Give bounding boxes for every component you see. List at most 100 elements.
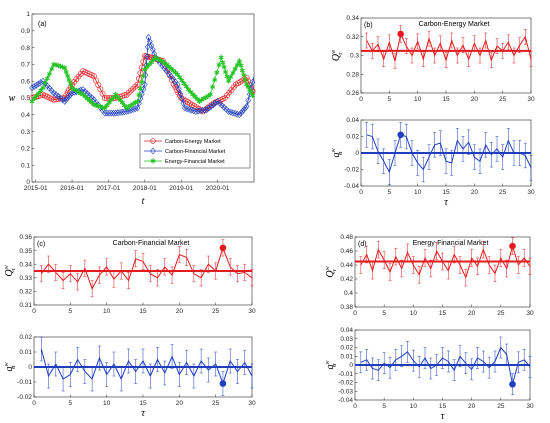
data-point: ✱	[29, 98, 35, 106]
data-point: ✱	[140, 72, 146, 80]
data-point: ✱	[245, 84, 251, 92]
data-point: ✱	[104, 102, 110, 110]
data-point	[195, 107, 201, 115]
panel-d-bot-ytick-label: 0.02	[340, 345, 353, 352]
data-point	[110, 109, 117, 117]
data-point: ✱	[181, 80, 187, 88]
data-point: ✱	[179, 77, 185, 85]
panel-d-bot-xtick-label: 25	[497, 403, 505, 410]
panel-b-bot-ylabel-text: qwτ	[331, 148, 344, 157]
data-point	[112, 109, 119, 117]
panel-c-top-ytick-label: 0.36	[19, 234, 32, 241]
data-point	[106, 109, 112, 117]
data-point: ✱	[166, 63, 172, 71]
data-point	[86, 92, 93, 100]
data-point	[71, 88, 78, 96]
panel-a-ytick-label: 0.2	[21, 146, 30, 153]
panel-d-top-xtick-label: 30	[526, 310, 534, 317]
panel-b-top-xtick-label: 25	[499, 96, 507, 103]
data-point	[128, 87, 134, 94]
panel-c-bot-ytick-label: 0	[28, 364, 32, 371]
data-point: ✱	[148, 59, 154, 67]
panel-d-top-xtick-label: 15	[439, 310, 447, 317]
data-point: ✱	[36, 90, 42, 98]
panel-d-top-ytick-label: 0.46	[340, 248, 353, 255]
panel-b-top-ytick-label: 0.28	[346, 71, 359, 78]
data-point: ✱	[199, 97, 205, 105]
panel-d-top-ytick-label: 0.44	[340, 262, 353, 269]
panel-a-ytick-label: 1	[26, 11, 30, 18]
panel-b-bot-ytick-label: -0.02	[344, 167, 359, 174]
panel-d-top-series	[355, 237, 532, 287]
data-point	[66, 92, 72, 100]
panel-d-top-ytick-label: 0.38	[340, 304, 353, 311]
data-point: ✱	[151, 57, 157, 65]
panel-a-ytick-label: 0	[26, 179, 30, 186]
panel-b-top-ytick-label: 0.32	[346, 34, 359, 41]
panel-c-top-panel-label: (c)	[37, 241, 45, 248]
data-point	[149, 54, 155, 61]
panel-a-ytick-label: 0.9	[21, 28, 30, 35]
data-point: ✱	[170, 67, 176, 75]
panel-d-top-ylabel: Qwτ	[325, 266, 338, 277]
data-point	[245, 96, 251, 104]
panel-d-top-ytick-label: 0.48	[340, 234, 353, 241]
series-line	[40, 348, 253, 386]
data-point	[188, 106, 195, 114]
data-point	[132, 105, 139, 113]
panel-b-top-xtick-label: 15	[442, 96, 450, 103]
data-point	[108, 109, 115, 117]
panel-a-ytick-label: 0.7	[21, 62, 30, 69]
data-point	[67, 91, 74, 99]
legend-marker	[150, 138, 156, 144]
data-point	[249, 78, 256, 86]
legend-label: Carbon-Energy Market	[165, 139, 221, 145]
panel-d-top-ytick-label: 0.42	[340, 276, 353, 283]
panel-d-bot-xtick-label: 5	[382, 403, 386, 410]
data-point: ✱	[89, 99, 95, 107]
data-point: ✱	[220, 59, 226, 67]
data-point	[139, 64, 145, 71]
panel-a-label: (a)	[38, 21, 47, 28]
panel-c-bot-ytick-label: -0.01	[17, 379, 32, 386]
data-point: ✱	[136, 91, 142, 99]
highlight-point	[397, 131, 404, 139]
data-point: ✱	[57, 63, 63, 71]
panel-c-top-ytick-label: 0.35	[19, 248, 32, 255]
panel-b-top-xtick-label: 20	[471, 96, 479, 103]
data-point: ✱	[95, 103, 101, 111]
data-point	[37, 92, 44, 99]
data-point: ✱	[128, 102, 134, 110]
series-line	[40, 246, 253, 290]
panel-a-ylabel: w	[9, 93, 16, 104]
data-point: ✱	[218, 54, 224, 62]
data-point	[179, 95, 185, 103]
data-point	[248, 84, 254, 92]
data-point	[174, 81, 181, 89]
data-point: ✱	[250, 92, 256, 100]
data-point: ✱	[164, 61, 170, 69]
panel-b-bot-xlabel: τ	[444, 197, 448, 208]
data-point	[139, 90, 145, 98]
data-point	[64, 94, 71, 102]
panel-a-xtick-label: 2018-01	[133, 185, 157, 192]
data-point: ✱	[135, 98, 141, 106]
data-point: ✱	[248, 89, 254, 97]
data-point	[101, 95, 108, 101]
data-point	[238, 109, 244, 117]
panel-b-bot-xtick-label: 5	[388, 189, 392, 196]
data-point: ✱	[62, 64, 68, 72]
series-line	[360, 244, 531, 280]
panel-c-bot-series	[34, 336, 254, 396]
data-point: ✱	[66, 76, 72, 84]
data-point: ✱	[113, 91, 119, 99]
panel-a-ytick-label: 0.3	[21, 129, 30, 136]
data-point: ✱	[115, 94, 121, 102]
data-point: ✱	[47, 70, 53, 78]
panel-b-bot-xtick-label: 10	[414, 189, 422, 196]
data-point: ✱	[122, 102, 128, 110]
data-point	[180, 99, 187, 107]
data-point: ✱	[53, 62, 59, 70]
data-point: ✱	[132, 99, 138, 107]
data-point	[201, 106, 208, 114]
